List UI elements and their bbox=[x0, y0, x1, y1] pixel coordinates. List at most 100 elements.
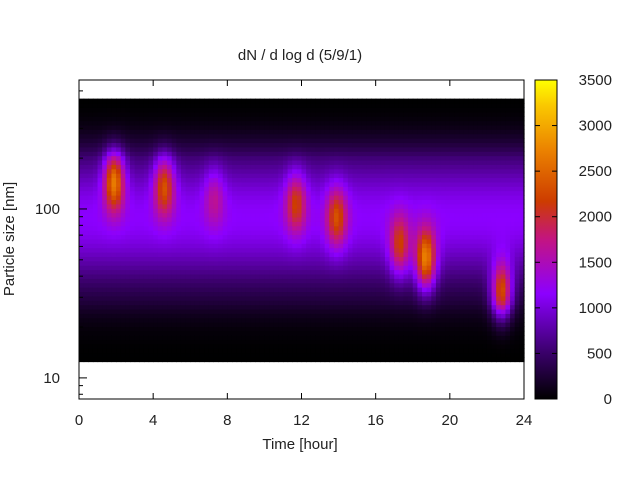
heatmap-cell bbox=[264, 265, 270, 271]
heatmap-cell bbox=[269, 243, 275, 249]
heatmap-cell bbox=[449, 330, 456, 336]
heatmap-cell bbox=[301, 195, 307, 200]
heatmap-cell bbox=[287, 234, 293, 240]
heatmap-cell bbox=[241, 225, 247, 231]
heatmap-cell bbox=[352, 225, 358, 231]
heatmap-cell bbox=[97, 330, 103, 336]
heatmap-cell bbox=[454, 243, 460, 249]
heatmap-cell bbox=[371, 151, 377, 157]
heatmap-cell bbox=[255, 177, 261, 183]
heatmap-cell bbox=[227, 300, 233, 306]
heatmap-cell bbox=[153, 251, 159, 257]
heatmap-cell bbox=[106, 212, 113, 218]
heatmap-cell bbox=[171, 190, 177, 196]
heatmap-cell bbox=[134, 326, 140, 332]
heatmap-cell bbox=[375, 195, 381, 200]
heatmap-cell bbox=[264, 269, 270, 275]
heatmap-cell bbox=[231, 142, 238, 148]
heatmap-cell bbox=[361, 278, 367, 284]
heatmap-cell bbox=[157, 146, 164, 152]
heatmap-cell bbox=[273, 221, 279, 227]
heatmap-cell bbox=[408, 251, 414, 257]
heatmap-cell bbox=[412, 230, 418, 236]
heatmap-cell bbox=[250, 238, 256, 244]
heatmap-cell bbox=[227, 151, 233, 157]
heatmap-cell bbox=[148, 173, 154, 179]
heatmap-cell bbox=[97, 322, 103, 328]
heatmap-cell bbox=[227, 199, 233, 205]
heatmap-cell bbox=[449, 335, 456, 341]
heatmap-cell bbox=[120, 216, 126, 222]
heatmap-cell bbox=[296, 124, 303, 130]
heatmap-cell bbox=[157, 124, 164, 130]
heatmap-cell bbox=[282, 173, 289, 179]
heatmap-cell bbox=[134, 107, 140, 113]
heatmap-cell bbox=[454, 151, 460, 157]
heatmap-cell bbox=[282, 313, 289, 319]
heatmap-cell bbox=[190, 142, 196, 148]
heatmap-cell bbox=[171, 120, 177, 126]
heatmap-cell bbox=[106, 278, 113, 284]
heatmap-cell bbox=[116, 344, 122, 349]
heatmap-cell bbox=[83, 116, 89, 122]
heatmap-cell bbox=[79, 335, 85, 341]
heatmap-cell bbox=[250, 339, 256, 345]
heatmap-cell bbox=[454, 155, 460, 161]
heatmap-cell bbox=[278, 269, 284, 275]
heatmap-cell bbox=[222, 190, 228, 196]
heatmap-cell bbox=[324, 300, 330, 306]
heatmap-cell bbox=[454, 225, 460, 231]
heatmap-cell bbox=[245, 195, 252, 200]
heatmap-cell bbox=[162, 124, 168, 130]
heatmap-cell bbox=[264, 199, 270, 205]
heatmap-cell bbox=[259, 339, 266, 345]
heatmap-cell bbox=[88, 103, 94, 108]
heatmap-cell bbox=[361, 295, 367, 301]
heatmap-cell bbox=[301, 335, 307, 341]
heatmap-cell bbox=[380, 238, 386, 244]
heatmap-cell bbox=[426, 291, 432, 297]
heatmap-cell bbox=[398, 322, 405, 328]
heatmap-cell bbox=[440, 190, 446, 196]
heatmap-cell bbox=[88, 339, 94, 345]
heatmap-cell bbox=[176, 322, 182, 328]
heatmap-cell bbox=[176, 98, 182, 104]
heatmap-cell bbox=[389, 326, 395, 332]
heatmap-cell bbox=[227, 142, 233, 148]
heatmap-cell bbox=[116, 142, 122, 148]
heatmap-cell bbox=[422, 265, 428, 271]
heatmap-cell bbox=[338, 203, 344, 209]
heatmap-cell bbox=[292, 164, 298, 170]
heatmap-cell bbox=[338, 278, 344, 284]
heatmap-cell bbox=[190, 282, 196, 288]
heatmap-cell bbox=[139, 111, 145, 117]
heatmap-cell bbox=[97, 168, 103, 174]
heatmap-cell bbox=[153, 352, 159, 358]
heatmap-cell bbox=[129, 208, 136, 214]
heatmap-cell bbox=[176, 282, 182, 288]
heatmap-cell bbox=[250, 304, 256, 310]
heatmap-cell bbox=[259, 216, 266, 222]
heatmap-cell bbox=[185, 203, 191, 209]
heatmap-cell bbox=[204, 230, 210, 236]
heatmap-cell bbox=[83, 216, 89, 222]
heatmap-cell bbox=[371, 208, 377, 214]
heatmap-cell bbox=[241, 273, 247, 279]
heatmap-cell bbox=[180, 116, 187, 122]
heatmap-cell bbox=[301, 155, 307, 161]
heatmap-cell bbox=[459, 212, 465, 218]
heatmap-cell bbox=[129, 238, 136, 244]
heatmap-cell bbox=[218, 151, 224, 157]
heatmap-cell bbox=[199, 107, 205, 113]
heatmap-cell bbox=[292, 317, 298, 323]
heatmap-cell bbox=[218, 103, 224, 108]
heatmap-cell bbox=[278, 344, 284, 349]
heatmap-cell bbox=[106, 300, 113, 306]
heatmap-cell bbox=[426, 230, 432, 236]
heatmap-cell bbox=[417, 352, 423, 358]
heatmap-cell bbox=[422, 124, 428, 130]
heatmap-cell bbox=[352, 190, 358, 196]
heatmap-cell bbox=[343, 155, 349, 161]
heatmap-cell bbox=[106, 203, 113, 209]
heatmap-cell bbox=[213, 225, 219, 231]
